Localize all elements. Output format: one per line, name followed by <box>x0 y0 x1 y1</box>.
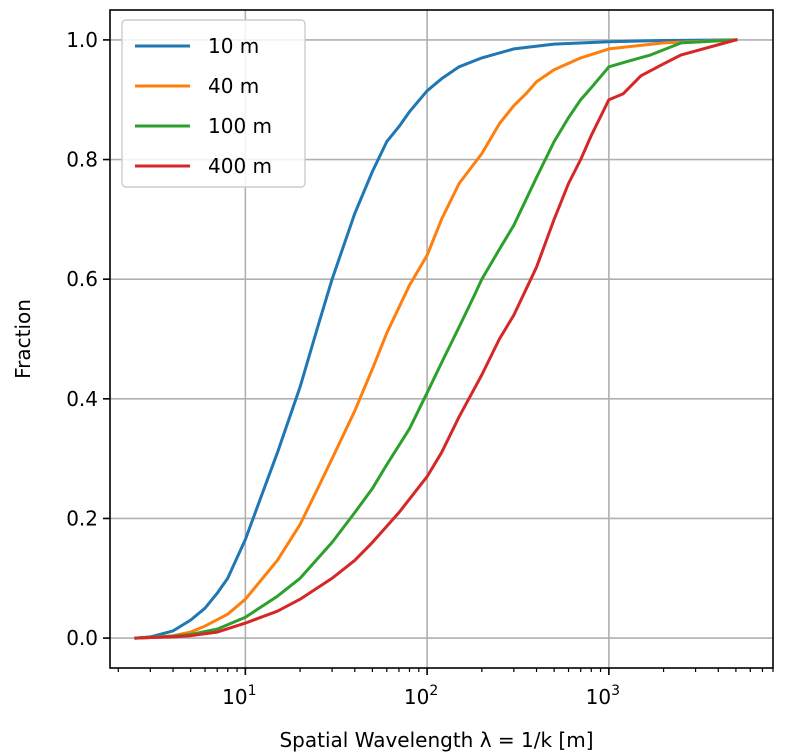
x-tick-label: 103 <box>586 683 620 709</box>
legend-box <box>121 19 306 188</box>
x-tick-exponent: 1 <box>248 683 257 699</box>
x-tick-base: 10 <box>586 685 611 709</box>
y-tick-label: 0.8 <box>66 148 98 172</box>
y-tick-label: 0.4 <box>66 387 98 411</box>
y-tick-label: 0.2 <box>66 506 98 530</box>
series-lines <box>134 38 738 640</box>
plot-frame <box>109 9 774 669</box>
y-tick-label: 0.6 <box>66 267 98 291</box>
x-tick-exponent: 3 <box>611 683 620 699</box>
series-line-100-m <box>134 38 738 640</box>
legend-label: 400 m <box>208 154 272 178</box>
x-tick-base: 10 <box>404 685 429 709</box>
y-tick-label: 1.0 <box>66 28 98 52</box>
legend-label: 100 m <box>208 114 272 138</box>
series-line-40-m <box>134 38 738 640</box>
x-tick-exponent: 2 <box>429 683 438 699</box>
x-axis-label: Spatial Wavelength λ = 1/k [m] <box>279 728 593 752</box>
series-line-400-m <box>134 38 738 640</box>
x-tick-base: 10 <box>222 685 247 709</box>
x-tick-label: 102 <box>404 683 438 709</box>
y-tick-label: 0.0 <box>66 626 98 650</box>
legend-label: 10 m <box>208 34 259 58</box>
x-tick-label: 101 <box>222 683 256 709</box>
legend-label: 40 m <box>208 74 259 98</box>
series-line-10-m <box>134 38 738 640</box>
legend: 10 m 40 m 100 m 400 m <box>121 19 306 188</box>
y-axis-label: Fraction <box>11 299 35 379</box>
